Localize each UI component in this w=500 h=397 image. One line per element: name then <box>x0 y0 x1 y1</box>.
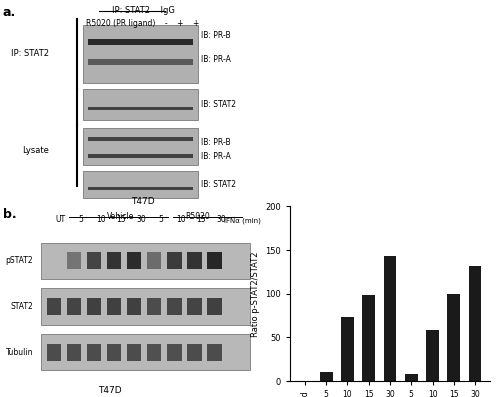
Text: 10: 10 <box>176 215 186 224</box>
Text: a.: a. <box>3 6 16 19</box>
Bar <box>468 266 481 381</box>
FancyBboxPatch shape <box>67 298 81 315</box>
Text: IB: STAT2: IB: STAT2 <box>201 100 236 109</box>
FancyBboxPatch shape <box>127 344 142 361</box>
Text: IB: PR-A: IB: PR-A <box>201 55 230 64</box>
FancyBboxPatch shape <box>47 298 61 315</box>
FancyBboxPatch shape <box>87 344 101 361</box>
FancyBboxPatch shape <box>208 252 222 269</box>
FancyBboxPatch shape <box>188 298 202 315</box>
FancyBboxPatch shape <box>147 252 162 269</box>
FancyBboxPatch shape <box>87 252 101 269</box>
Text: IB: PR-A: IB: PR-A <box>201 152 230 162</box>
FancyBboxPatch shape <box>67 344 81 361</box>
FancyBboxPatch shape <box>82 25 198 83</box>
FancyBboxPatch shape <box>147 344 162 361</box>
Bar <box>341 317 354 381</box>
FancyBboxPatch shape <box>88 154 192 158</box>
FancyBboxPatch shape <box>167 298 182 315</box>
FancyBboxPatch shape <box>88 137 192 141</box>
Bar <box>405 374 417 381</box>
FancyBboxPatch shape <box>107 298 122 315</box>
Text: Tubulin: Tubulin <box>6 348 33 357</box>
FancyBboxPatch shape <box>88 107 192 110</box>
Text: IFNα (min): IFNα (min) <box>224 217 261 224</box>
FancyBboxPatch shape <box>67 252 81 269</box>
FancyBboxPatch shape <box>82 128 198 165</box>
FancyBboxPatch shape <box>82 89 198 120</box>
FancyBboxPatch shape <box>41 243 250 279</box>
FancyBboxPatch shape <box>41 288 250 325</box>
Bar <box>426 330 439 381</box>
Text: R5020: R5020 <box>186 212 210 221</box>
Bar <box>362 295 375 381</box>
Text: 5: 5 <box>158 215 164 224</box>
FancyBboxPatch shape <box>208 298 222 315</box>
Text: 15: 15 <box>196 215 206 224</box>
FancyBboxPatch shape <box>188 344 202 361</box>
FancyBboxPatch shape <box>88 187 192 190</box>
Text: Lysate: Lysate <box>22 146 49 155</box>
Y-axis label: Ratio p-STAT2/STAT2: Ratio p-STAT2/STAT2 <box>250 251 260 337</box>
FancyBboxPatch shape <box>88 60 192 65</box>
FancyBboxPatch shape <box>107 252 122 269</box>
Text: STAT2: STAT2 <box>10 302 33 311</box>
Text: IP: STAT2    IgG: IP: STAT2 IgG <box>112 6 174 15</box>
Text: IB: PR-B: IB: PR-B <box>201 31 230 40</box>
Text: 30: 30 <box>136 215 145 224</box>
FancyBboxPatch shape <box>147 298 162 315</box>
FancyBboxPatch shape <box>127 252 142 269</box>
Bar <box>448 294 460 381</box>
Text: 15: 15 <box>116 215 126 224</box>
FancyBboxPatch shape <box>82 172 198 198</box>
Bar <box>384 256 396 381</box>
Text: Vehicle: Vehicle <box>108 212 134 221</box>
Text: IB: STAT2: IB: STAT2 <box>201 180 236 189</box>
Text: 5: 5 <box>78 215 83 224</box>
Text: b.: b. <box>3 208 16 222</box>
Text: T47D: T47D <box>98 386 122 395</box>
FancyBboxPatch shape <box>167 344 182 361</box>
Bar <box>320 372 332 381</box>
FancyBboxPatch shape <box>47 344 61 361</box>
Text: IP: STAT2: IP: STAT2 <box>11 49 49 58</box>
Text: 10: 10 <box>96 215 106 224</box>
Text: pSTAT2: pSTAT2 <box>6 256 33 265</box>
FancyBboxPatch shape <box>127 298 142 315</box>
FancyBboxPatch shape <box>107 344 122 361</box>
FancyBboxPatch shape <box>208 344 222 361</box>
FancyBboxPatch shape <box>88 39 192 45</box>
Text: IB: PR-B: IB: PR-B <box>201 138 230 147</box>
Text: 30: 30 <box>216 215 226 224</box>
FancyBboxPatch shape <box>41 334 250 370</box>
Text: R5020 (PR ligand)    -    +    +: R5020 (PR ligand) - + + <box>86 19 200 27</box>
FancyBboxPatch shape <box>188 252 202 269</box>
FancyBboxPatch shape <box>87 298 101 315</box>
Text: UT: UT <box>56 215 66 224</box>
Text: T47D: T47D <box>131 197 155 206</box>
FancyBboxPatch shape <box>167 252 182 269</box>
